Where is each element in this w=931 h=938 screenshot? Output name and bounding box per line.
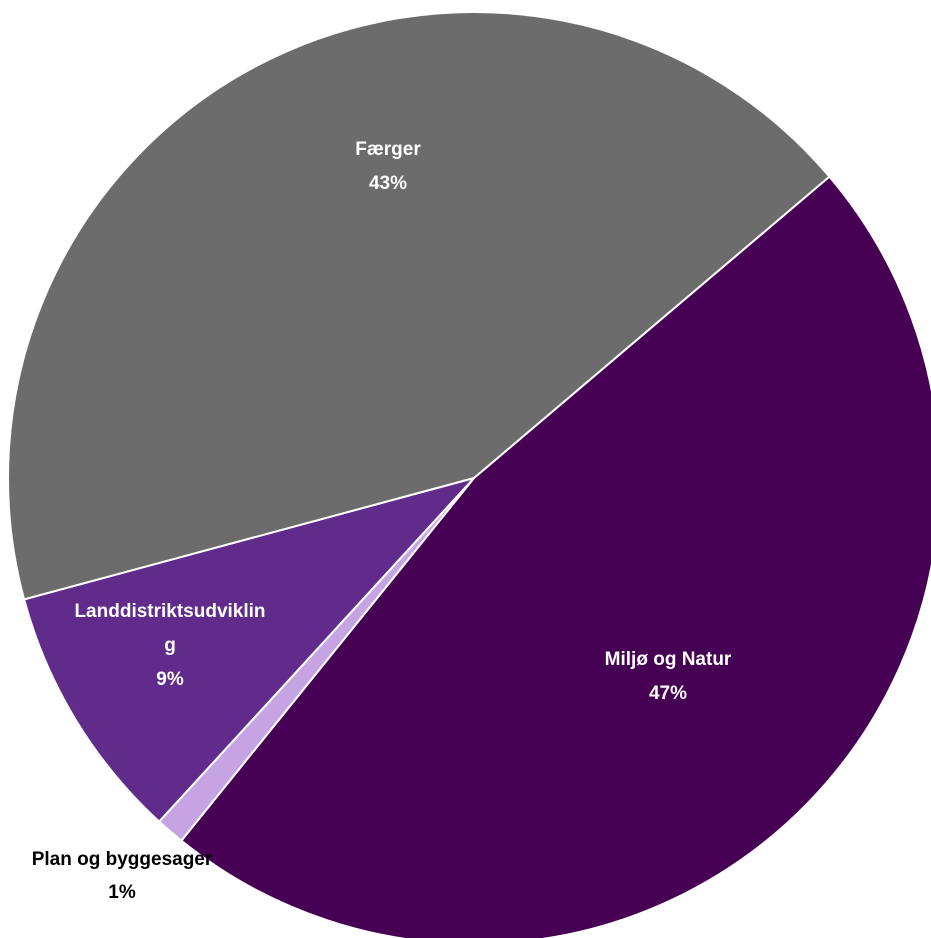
- slice-labels: Færger 43% Miljø og Natur 47% Landdistri…: [32, 139, 732, 903]
- label-miljo-og-natur-name: Miljø og Natur: [605, 649, 732, 670]
- label-faerger-name: Færger: [355, 139, 421, 160]
- label-faerger-value: 43%: [369, 173, 407, 194]
- slice-faerger: [7, 11, 831, 601]
- slice-miljo-og-natur: [179, 175, 931, 938]
- label-plan-og-byggesager-value: 1%: [108, 882, 136, 903]
- pie-slices: [7, 11, 931, 938]
- label-landdistriktsudvikling-value: 9%: [156, 669, 184, 690]
- label-landdistriktsudvikling-name: Landdistriktsudviklin: [74, 601, 265, 622]
- label-miljo-og-natur-value: 47%: [649, 683, 687, 704]
- label-landdistriktsudvikling-name-line2: g: [164, 635, 176, 656]
- slice-landdistriktsudvikling: [22, 476, 478, 823]
- label-plan-og-byggesager-name: Plan og byggesager: [32, 849, 213, 870]
